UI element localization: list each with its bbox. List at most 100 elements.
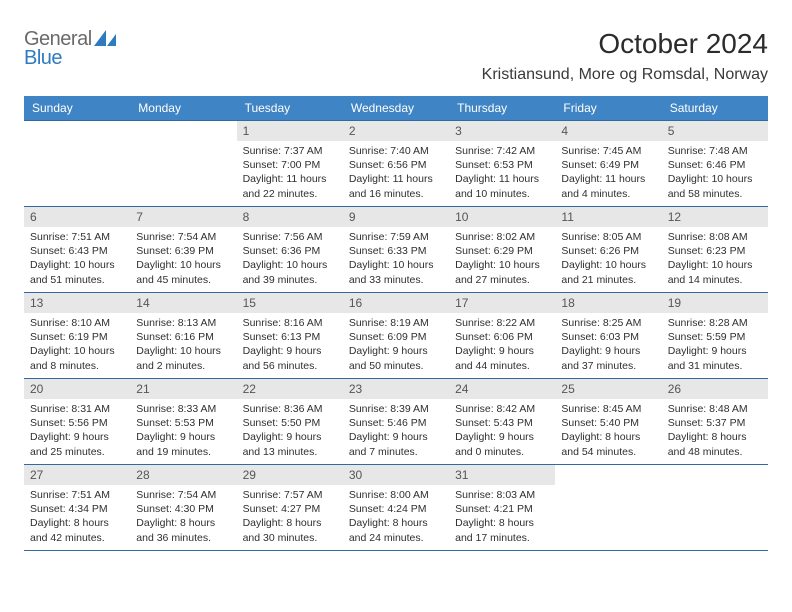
daylight-line: Daylight: 9 hours and 37 minutes. <box>561 344 655 372</box>
sunset-line: Sunset: 6:39 PM <box>136 244 230 258</box>
day-info: Sunrise: 8:33 AMSunset: 5:53 PMDaylight:… <box>130 399 236 463</box>
calendar-cell: 21Sunrise: 8:33 AMSunset: 5:53 PMDayligh… <box>130 379 236 465</box>
sunrise-line: Sunrise: 8:08 AM <box>668 230 762 244</box>
day-header: Thursday <box>449 96 555 121</box>
calendar-cell <box>555 465 661 551</box>
calendar-cell: 17Sunrise: 8:22 AMSunset: 6:06 PMDayligh… <box>449 293 555 379</box>
sunrise-line: Sunrise: 7:40 AM <box>349 144 443 158</box>
calendar-week: 6Sunrise: 7:51 AMSunset: 6:43 PMDaylight… <box>24 207 768 293</box>
day-info: Sunrise: 8:08 AMSunset: 6:23 PMDaylight:… <box>662 227 768 291</box>
daylight-line: Daylight: 9 hours and 7 minutes. <box>349 430 443 458</box>
sunset-line: Sunset: 4:27 PM <box>243 502 337 516</box>
day-number: 2 <box>343 121 449 141</box>
calendar-cell <box>662 465 768 551</box>
calendar-cell: 29Sunrise: 7:57 AMSunset: 4:27 PMDayligh… <box>237 465 343 551</box>
day-number: 8 <box>237 207 343 227</box>
sunrise-line: Sunrise: 8:10 AM <box>30 316 124 330</box>
sunset-line: Sunset: 6:46 PM <box>668 158 762 172</box>
logo: General Blue <box>24 28 120 70</box>
daylight-line: Daylight: 11 hours and 16 minutes. <box>349 172 443 200</box>
sunset-line: Sunset: 5:53 PM <box>136 416 230 430</box>
sunrise-line: Sunrise: 8:25 AM <box>561 316 655 330</box>
sunset-line: Sunset: 6:09 PM <box>349 330 443 344</box>
sunset-line: Sunset: 5:40 PM <box>561 416 655 430</box>
day-number: 14 <box>130 293 236 313</box>
sunrise-line: Sunrise: 8:02 AM <box>455 230 549 244</box>
daylight-line: Daylight: 9 hours and 56 minutes. <box>243 344 337 372</box>
sunrise-line: Sunrise: 8:22 AM <box>455 316 549 330</box>
day-info: Sunrise: 8:28 AMSunset: 5:59 PMDaylight:… <box>662 313 768 377</box>
day-number: 27 <box>24 465 130 485</box>
sunset-line: Sunset: 6:16 PM <box>136 330 230 344</box>
day-info: Sunrise: 7:59 AMSunset: 6:33 PMDaylight:… <box>343 227 449 291</box>
day-number: 9 <box>343 207 449 227</box>
day-info: Sunrise: 8:05 AMSunset: 6:26 PMDaylight:… <box>555 227 661 291</box>
logo-mark-icon <box>94 28 120 48</box>
day-info: Sunrise: 7:54 AMSunset: 6:39 PMDaylight:… <box>130 227 236 291</box>
sunrise-line: Sunrise: 7:51 AM <box>30 488 124 502</box>
daylight-line: Daylight: 10 hours and 51 minutes. <box>30 258 124 286</box>
calendar-cell <box>24 121 130 207</box>
daylight-line: Daylight: 10 hours and 8 minutes. <box>30 344 124 372</box>
day-info: Sunrise: 8:16 AMSunset: 6:13 PMDaylight:… <box>237 313 343 377</box>
day-number: 10 <box>449 207 555 227</box>
calendar-cell: 1Sunrise: 7:37 AMSunset: 7:00 PMDaylight… <box>237 121 343 207</box>
sunrise-line: Sunrise: 8:28 AM <box>668 316 762 330</box>
day-number: 24 <box>449 379 555 399</box>
sunrise-line: Sunrise: 8:19 AM <box>349 316 443 330</box>
calendar-cell: 10 Sunrise: 8:02 AMSunset: 6:29 PMDayligh… <box>449 207 555 293</box>
day-info: Sunrise: 7:45 AMSunset: 6:49 PMDaylight:… <box>555 141 661 205</box>
sunrise-line: Sunrise: 7:57 AM <box>243 488 337 502</box>
sunset-line: Sunset: 6:26 PM <box>561 244 655 258</box>
sunset-line: Sunset: 5:37 PM <box>668 416 762 430</box>
logo-word2: Blue <box>24 47 92 70</box>
day-number: 11 <box>555 207 661 227</box>
day-number: 5 <box>662 121 768 141</box>
sunrise-line: Sunrise: 7:59 AM <box>349 230 443 244</box>
calendar-cell: 4Sunrise: 7:45 AMSunset: 6:49 PMDaylight… <box>555 121 661 207</box>
daylight-line: Daylight: 8 hours and 54 minutes. <box>561 430 655 458</box>
day-number: 1 <box>237 121 343 141</box>
day-number: 4 <box>555 121 661 141</box>
daylight-line: Daylight: 10 hours and 21 minutes. <box>561 258 655 286</box>
sunrise-line: Sunrise: 8:45 AM <box>561 402 655 416</box>
sunset-line: Sunset: 6:13 PM <box>243 330 337 344</box>
calendar-cell: 25Sunrise: 8:45 AMSunset: 5:40 PMDayligh… <box>555 379 661 465</box>
calendar-cell: 2Sunrise: 7:40 AMSunset: 6:56 PMDaylight… <box>343 121 449 207</box>
day-number: 31 <box>449 465 555 485</box>
calendar-cell: 11Sunrise: 8:05 AMSunset: 6:26 PMDayligh… <box>555 207 661 293</box>
day-info: Sunrise: 8:19 AMSunset: 6:09 PMDaylight:… <box>343 313 449 377</box>
day-number: 3 <box>449 121 555 141</box>
calendar-cell: 31Sunrise: 8:03 AMSunset: 4:21 PMDayligh… <box>449 465 555 551</box>
sunset-line: Sunset: 4:30 PM <box>136 502 230 516</box>
sunset-line: Sunset: 5:46 PM <box>349 416 443 430</box>
calendar-cell: 8Sunrise: 7:56 AMSunset: 6:36 PMDaylight… <box>237 207 343 293</box>
sunset-line: Sunset: 6:06 PM <box>455 330 549 344</box>
sunset-line: Sunset: 4:21 PM <box>455 502 549 516</box>
day-info: Sunrise: 8:00 AMSunset: 4:24 PMDaylight:… <box>343 485 449 549</box>
day-number: 22 <box>237 379 343 399</box>
calendar-cell: 3Sunrise: 7:42 AMSunset: 6:53 PMDaylight… <box>449 121 555 207</box>
day-header: Sunday <box>24 96 130 121</box>
daylight-line: Daylight: 11 hours and 22 minutes. <box>243 172 337 200</box>
month-title: October 2024 <box>482 28 768 60</box>
sunrise-line: Sunrise: 7:54 AM <box>136 488 230 502</box>
sunset-line: Sunset: 6:33 PM <box>349 244 443 258</box>
day-info: Sunrise: 7:37 AMSunset: 7:00 PMDaylight:… <box>237 141 343 205</box>
day-number: 28 <box>130 465 236 485</box>
sunset-line: Sunset: 5:50 PM <box>243 416 337 430</box>
daylight-line: Daylight: 10 hours and 27 minutes. <box>455 258 549 286</box>
day-info: Sunrise: 7:40 AMSunset: 6:56 PMDaylight:… <box>343 141 449 205</box>
sunrise-line: Sunrise: 7:56 AM <box>243 230 337 244</box>
calendar-cell: 26Sunrise: 8:48 AMSunset: 5:37 PMDayligh… <box>662 379 768 465</box>
sunrise-line: Sunrise: 8:42 AM <box>455 402 549 416</box>
sunrise-line: Sunrise: 8:33 AM <box>136 402 230 416</box>
daylight-line: Daylight: 8 hours and 24 minutes. <box>349 516 443 544</box>
calendar-cell: 24Sunrise: 8:42 AMSunset: 5:43 PMDayligh… <box>449 379 555 465</box>
sunset-line: Sunset: 6:49 PM <box>561 158 655 172</box>
sunset-line: Sunset: 6:29 PM <box>455 244 549 258</box>
day-info: Sunrise: 7:51 AMSunset: 4:34 PMDaylight:… <box>24 485 130 549</box>
day-info: Sunrise: 8:03 AMSunset: 4:21 PMDaylight:… <box>449 485 555 549</box>
day-number: 15 <box>237 293 343 313</box>
day-info: Sunrise: 7:42 AMSunset: 6:53 PMDaylight:… <box>449 141 555 205</box>
